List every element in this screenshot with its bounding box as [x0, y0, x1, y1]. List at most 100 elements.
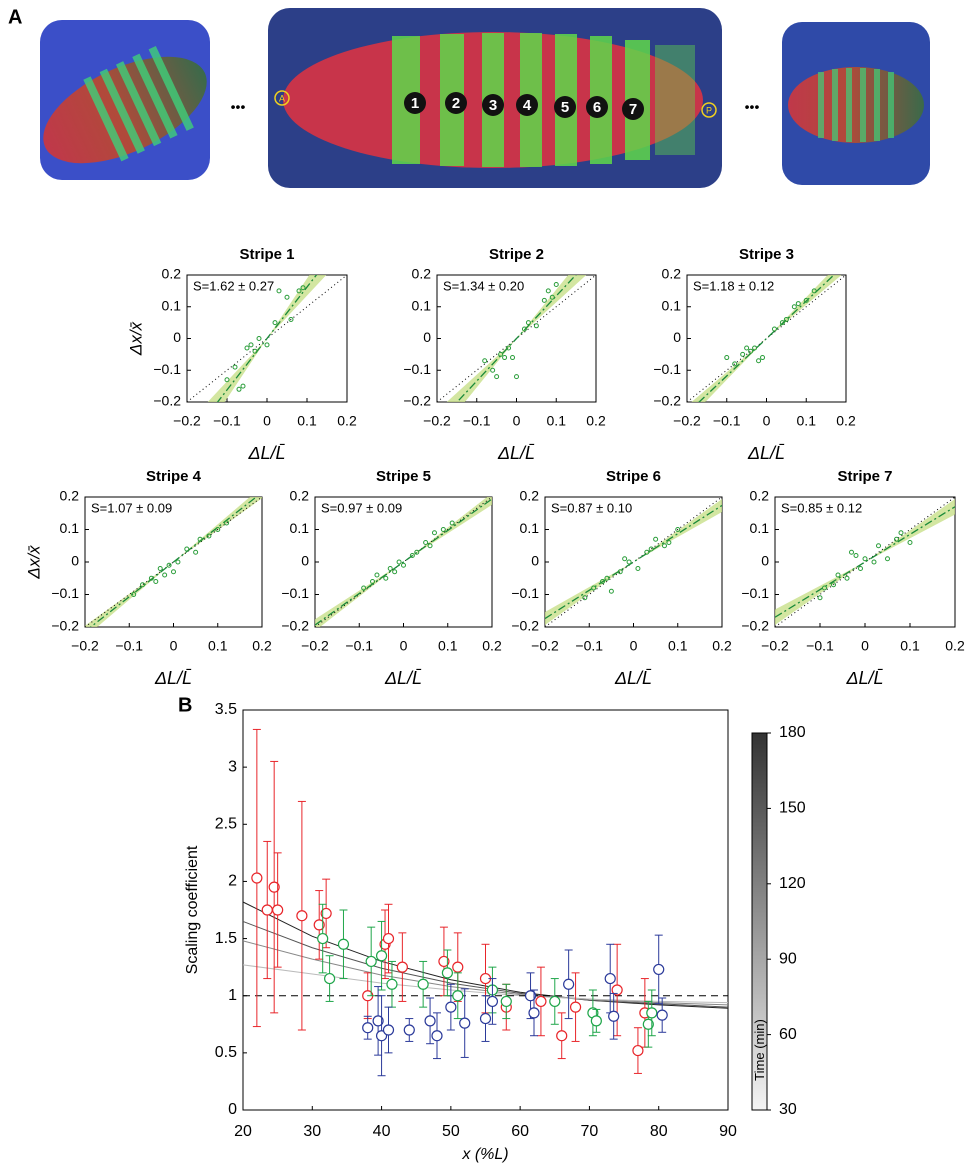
y-tick-label: −0.1: [511, 585, 539, 601]
data-point: [452, 961, 464, 973]
data-point: [514, 374, 519, 380]
data-point: [382, 932, 395, 945]
x-tick-label: −0.2: [173, 413, 201, 429]
plot-frame: [686, 274, 847, 403]
data-point: [752, 345, 758, 351]
data-point: [486, 995, 499, 1008]
data-point: [831, 582, 836, 588]
data-point: [535, 995, 547, 1008]
y-tick-label: −0.2: [153, 393, 181, 409]
y-tick-label: −0.1: [281, 585, 309, 601]
data-point: [510, 355, 516, 361]
data-point: [582, 595, 588, 601]
data-point: [791, 304, 797, 310]
data-point: [661, 543, 667, 549]
plot-frame: [314, 496, 493, 628]
data-point: [611, 984, 623, 996]
data-point: [224, 520, 230, 526]
data-point: [648, 546, 654, 552]
y-axis-label: Δx/x̄: [126, 321, 145, 356]
x-tick-label: −0.2: [301, 638, 329, 654]
y-tick-label: 0.2: [520, 488, 540, 504]
data-point: [541, 297, 547, 303]
data-point: [236, 386, 242, 392]
plot-frame: [544, 496, 723, 628]
colorbar: [751, 732, 768, 1111]
x-tick-label: 0.2: [712, 638, 732, 654]
y-tick-label: 0.1: [60, 520, 80, 536]
data-point: [197, 536, 203, 542]
x-tick-label: 0: [630, 638, 638, 654]
colorbar-tick-label: 30: [779, 1101, 797, 1118]
data-point: [438, 955, 450, 968]
data-point: [622, 556, 628, 562]
x-tick-label: −0.1: [806, 638, 834, 654]
data-point: [383, 575, 389, 581]
y-tick-label: −0.2: [403, 393, 431, 409]
data-point: [153, 579, 159, 584]
y-tick-label: −0.2: [653, 393, 681, 409]
data-point: [251, 872, 263, 884]
annotation: S=1.34 ± 0.20: [443, 278, 524, 293]
data-point: [644, 549, 650, 555]
data-point: [732, 361, 738, 367]
y-tick-label: −0.1: [51, 585, 79, 601]
x-axis-label: ΔL/L̄: [247, 443, 285, 463]
panel-label: B: [178, 694, 192, 716]
data-point: [392, 569, 398, 575]
x-axis-label: ΔL/L̄: [614, 668, 652, 688]
data-point: [431, 530, 437, 536]
data-point: [140, 582, 146, 588]
embryo-image-center: [268, 8, 722, 188]
fit-group: [545, 497, 722, 627]
data-point: [244, 345, 250, 351]
fit-line: [89, 497, 258, 627]
data-point: [569, 1001, 582, 1013]
annotation: S=1.07 ± 0.09: [91, 500, 172, 515]
x-tick-label: −0.1: [213, 413, 241, 429]
x-tick-label: 0.2: [836, 413, 856, 429]
x-tick-label: −0.2: [531, 638, 559, 654]
data-point: [215, 527, 221, 532]
plot-frame: [186, 274, 348, 403]
data-point: [276, 288, 282, 294]
x-tick-label: −0.1: [575, 638, 603, 654]
data-point: [858, 566, 863, 571]
x-tick-label: 40: [373, 1123, 391, 1140]
data-point: [783, 316, 789, 322]
data-point: [675, 527, 681, 532]
colorbar-tick-label: 180: [779, 724, 806, 741]
data-point: [449, 520, 455, 526]
data-point: [232, 364, 238, 370]
data-point: [320, 907, 332, 920]
y-tick-label: −0.1: [653, 361, 681, 377]
data-point: [414, 549, 420, 555]
data-point: [157, 566, 163, 571]
data-point: [403, 1024, 415, 1036]
data-point: [324, 972, 336, 985]
x-tick-label: 0.2: [482, 638, 502, 654]
data-point: [148, 575, 154, 581]
data-point: [401, 562, 406, 568]
data-point: [604, 972, 616, 985]
chart-title: Stripe 5: [376, 468, 431, 485]
colorbar-tick-label: 60: [779, 1026, 797, 1043]
y-tick-label: 0.2: [412, 266, 432, 282]
x-tick-label: 0.1: [438, 638, 458, 654]
data-point: [374, 572, 380, 578]
y-tick-label: 0.2: [162, 266, 182, 282]
x-tick-label: −0.1: [713, 413, 741, 429]
data-point: [272, 320, 278, 326]
data-point: [744, 345, 750, 351]
y-tick-label: 0: [423, 329, 431, 345]
x-tick-label: 20: [234, 1123, 252, 1140]
data-point: [862, 556, 868, 562]
x-tick-label: −0.1: [463, 413, 491, 429]
data-point: [656, 1009, 668, 1021]
x-tick-label: 0.2: [337, 413, 357, 429]
identity-line: [85, 497, 262, 627]
colorbar-tick-label: 120: [779, 875, 806, 892]
y-tick-label: 3.5: [215, 701, 237, 718]
x-axis-label: ΔL/L̄: [497, 443, 535, 463]
y-tick-label: 0.2: [60, 488, 80, 504]
